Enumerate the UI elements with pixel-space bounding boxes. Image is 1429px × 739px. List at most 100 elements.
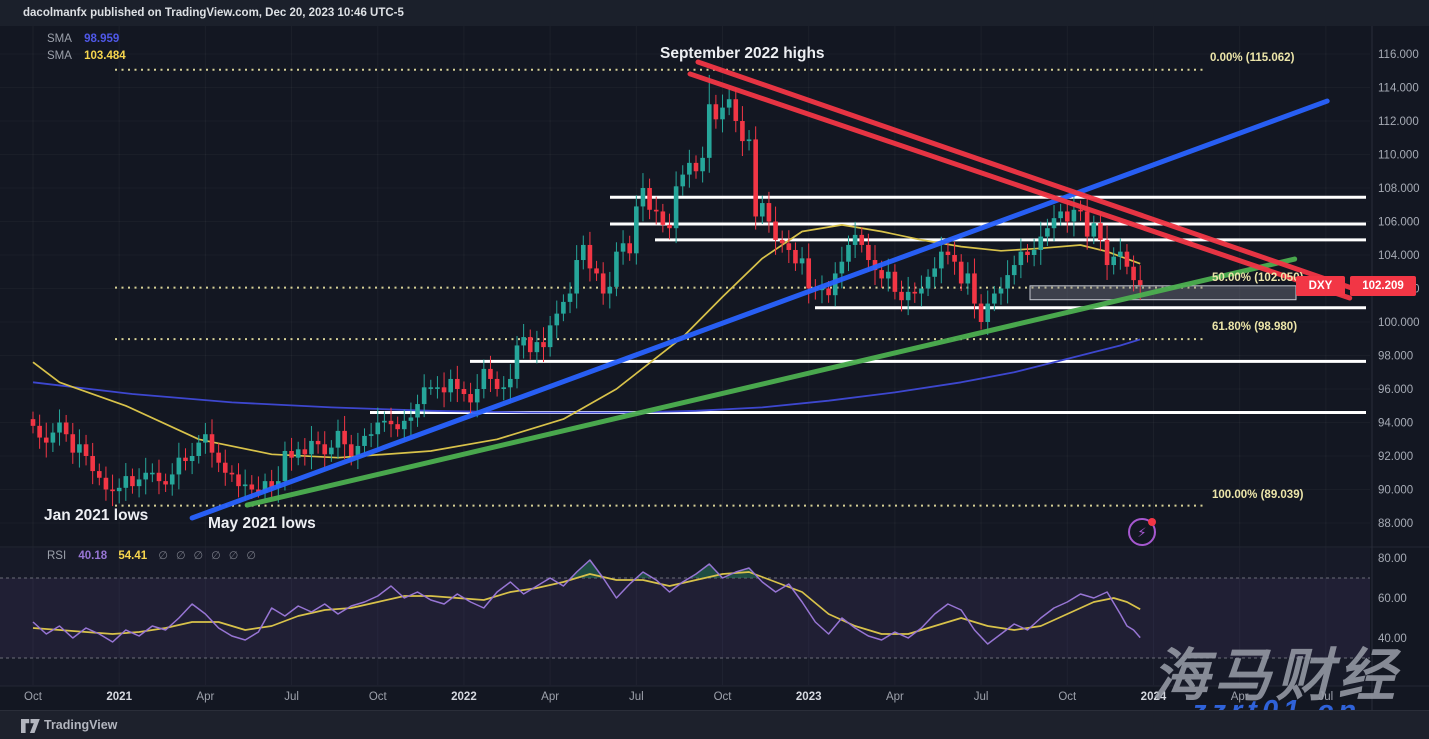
time-axis-label[interactable]: Apr (196, 691, 214, 703)
candle-down (1064, 211, 1070, 222)
candle-up (242, 484, 248, 487)
price-axis-label[interactable]: 104.000 (1378, 250, 1420, 262)
candle-down (289, 450, 294, 458)
time-axis-label[interactable]: Oct (1058, 691, 1077, 703)
candle-down (793, 249, 798, 264)
sma-fast-legend-row[interactable]: SMA 103.484 (47, 48, 126, 65)
candle-down (322, 444, 328, 455)
time-axis-label[interactable]: Apr (886, 691, 904, 703)
candle-down (461, 389, 467, 395)
time-axis-label[interactable]: Oct (24, 691, 43, 703)
candle-up (415, 404, 420, 418)
candle-down (892, 271, 898, 292)
time-axis-label[interactable]: Jul (629, 691, 644, 703)
candle-up (700, 157, 705, 172)
time-axis-label[interactable]: 2022 (451, 691, 477, 703)
candle-up (355, 445, 361, 456)
time-axis-label[interactable]: 2021 (106, 691, 132, 703)
candle-up (203, 434, 208, 443)
price-axis-label[interactable]: 116.000 (1378, 49, 1419, 61)
candle-up (846, 244, 851, 262)
candle-down (806, 258, 812, 289)
candle-down (37, 425, 42, 438)
sma-slow-legend-row[interactable]: SMA 98.959 (47, 31, 126, 48)
candle-down (958, 261, 964, 284)
candle-down (647, 188, 652, 210)
rsi-legend-row[interactable]: RSI 40.18 54.41 ∅ ∅ ∅ ∅ ∅ ∅ (47, 548, 256, 564)
candle-up (580, 244, 586, 261)
indicator-legend[interactable]: SMA 98.959 SMA 103.484 (47, 31, 126, 65)
price-axis-label[interactable]: 114.000 (1378, 83, 1419, 95)
price-axis-label[interactable]: 112.000 (1378, 116, 1419, 128)
time-axis-label[interactable]: Jul (1318, 691, 1333, 703)
time-axis-label[interactable]: 2024 (1141, 691, 1167, 703)
candle-up (547, 325, 553, 348)
candle-down (63, 422, 69, 435)
time-axis-label[interactable]: Oct (369, 691, 388, 703)
price-axis-label[interactable]: 110.000 (1378, 150, 1419, 162)
rsi-axis-label[interactable]: 80.00 (1378, 553, 1407, 565)
time-axis-label[interactable]: Apr (541, 691, 559, 703)
candle-down (866, 244, 871, 261)
candle-up (150, 472, 155, 475)
candle-down (216, 452, 221, 463)
price-axis-label[interactable]: 90.000 (1378, 485, 1413, 497)
fib-label-0[interactable]: 0.00% (115.062) (1210, 52, 1295, 64)
tradingview-brand-text[interactable]: TradingView (44, 718, 118, 732)
price-axis-label[interactable]: 96.000 (1378, 384, 1413, 396)
candle-up (262, 481, 268, 493)
candle-up (521, 337, 526, 346)
price-axis-label[interactable]: 106.000 (1378, 217, 1420, 229)
annotation-september-2022-highs[interactable]: September 2022 highs (660, 45, 825, 62)
candle-down (773, 221, 778, 240)
candle-down (30, 419, 36, 426)
annotation-may-2021-lows[interactable]: May 2021 lows (208, 515, 316, 532)
green-support-trendline[interactable] (244, 256, 1298, 508)
candle-down (494, 378, 500, 389)
candle-up (680, 174, 686, 187)
time-axis-label[interactable]: Jul (974, 691, 989, 703)
candle-up (1011, 265, 1017, 276)
annotation-jan-2021-lows[interactable]: Jan 2021 lows (44, 507, 149, 524)
candle-down (587, 244, 593, 269)
price-axis-label[interactable]: 88.000 (1378, 518, 1413, 530)
price-axis-label[interactable]: 94.000 (1378, 418, 1413, 430)
candle-up (428, 387, 434, 389)
candle-down (222, 462, 228, 473)
red-resistance-trendline-lower[interactable] (687, 71, 1353, 301)
candle-up (382, 420, 387, 423)
last-price-badge[interactable]: 102.209 (1350, 276, 1416, 296)
fib-label-100[interactable]: 100.00% (89.039) (1212, 489, 1304, 501)
time-axis-label[interactable]: Jul (284, 691, 299, 703)
candle-down (269, 481, 274, 488)
blue-support-trendline[interactable] (189, 98, 1330, 521)
time-axis-label[interactable]: Apr (1231, 691, 1249, 703)
price-axis-label[interactable]: 92.000 (1378, 451, 1413, 463)
candle-up (720, 107, 725, 120)
candle-down (594, 268, 599, 274)
candle-up (965, 273, 971, 284)
rsi-axis-label[interactable]: 60.00 (1378, 593, 1407, 605)
candle-down (1084, 211, 1090, 237)
candle-up (819, 288, 825, 291)
candle-up (992, 293, 997, 304)
red-resistance-trendline-upper[interactable] (695, 59, 1355, 291)
symbol-badge[interactable]: DXY (1296, 276, 1345, 296)
price-axis-label[interactable]: 108.000 (1378, 183, 1420, 195)
price-axis-label[interactable]: 98.000 (1378, 351, 1413, 363)
candle-down (541, 342, 546, 348)
flash-events-icon[interactable]: ⚡ (1128, 518, 1156, 546)
candle-down (600, 273, 606, 294)
time-axis-label[interactable]: 2023 (796, 691, 822, 703)
candle-up (136, 479, 142, 487)
candle-up (607, 286, 613, 294)
candle-down (1078, 209, 1083, 212)
candle-down (972, 273, 977, 304)
time-axis-label[interactable]: Oct (714, 691, 733, 703)
fib-label-50[interactable]: 50.00% (102.050) (1212, 272, 1304, 284)
price-axis-label[interactable]: 100.000 (1378, 317, 1420, 329)
fib-label-61-8[interactable]: 61.80% (98.980) (1212, 321, 1298, 333)
candle-up (77, 444, 82, 453)
rsi-axis-label[interactable]: 40.00 (1378, 633, 1407, 645)
